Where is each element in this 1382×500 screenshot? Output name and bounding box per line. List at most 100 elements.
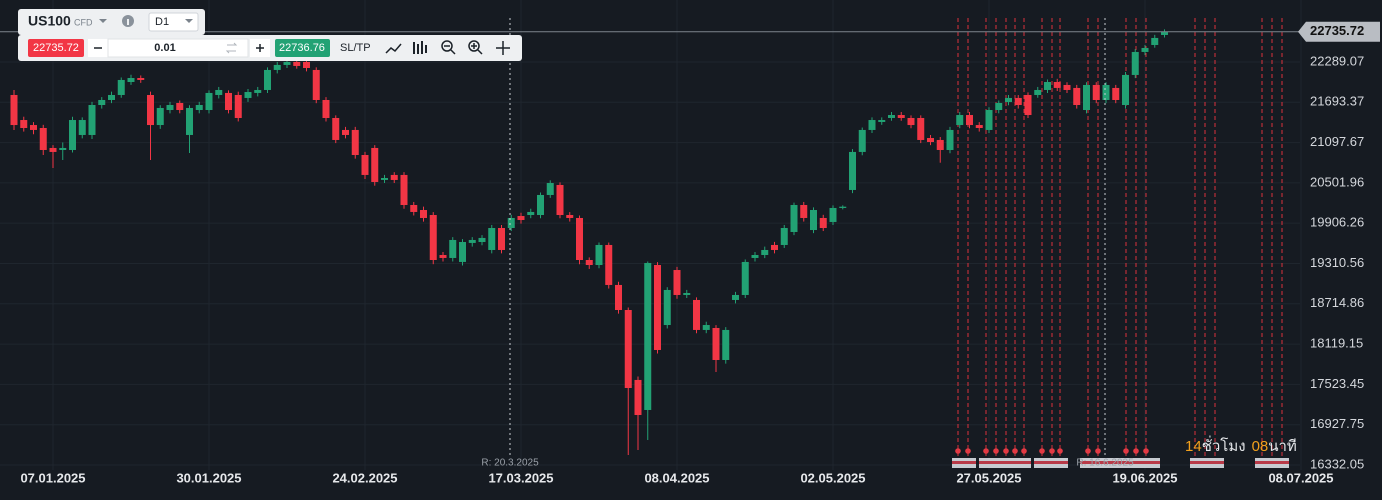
candle-body (1034, 89, 1042, 95)
candle-body (49, 147, 57, 152)
candle-body (410, 204, 418, 212)
candle-body (30, 125, 37, 130)
candle-body (1024, 94, 1032, 116)
candle-body (264, 69, 271, 90)
candle-body (712, 327, 720, 360)
plus-glyph (256, 44, 264, 52)
zoom-in-icon[interactable] (468, 40, 480, 52)
candle-body (849, 151, 856, 190)
line-chart-icon[interactable] (385, 43, 402, 54)
candle-body (69, 120, 76, 150)
candle-body (644, 262, 652, 410)
candle-body (1151, 37, 1159, 45)
timeframe-dropdown (185, 19, 193, 23)
volume-input[interactable] (107, 38, 249, 58)
candle-body (127, 78, 135, 82)
candle-body (800, 204, 808, 218)
countdown-hours-unit: ชั่วโมง (1202, 435, 1246, 455)
candle-body (888, 115, 895, 118)
symbol-dropdown[interactable] (99, 19, 107, 23)
candle-body (293, 61, 301, 66)
candle-body (595, 244, 603, 266)
candle-body (1122, 74, 1129, 106)
sell-price: 22735.72 (33, 42, 79, 54)
candle-body (966, 115, 973, 126)
candle-body (215, 89, 223, 95)
event-dot (1049, 448, 1055, 454)
candle-body (556, 184, 564, 216)
range-label: R: 16.6.2025 (1076, 458, 1134, 469)
event-flags-stripe (1190, 461, 1224, 464)
candle-body (78, 120, 86, 135)
candle-body (819, 217, 827, 228)
x-tick-label: 30.01.2025 (176, 470, 241, 485)
swap-icon[interactable] (225, 42, 238, 54)
candle-body (810, 210, 817, 231)
candle-body (1073, 87, 1081, 106)
event-flags-stripe (1080, 461, 1160, 464)
event-dot (1021, 448, 1027, 454)
y-tick-label: 22289.07 (1310, 53, 1364, 68)
candle-body (878, 120, 886, 122)
event-dot (1003, 448, 1009, 454)
candle-body (449, 239, 457, 258)
sell-button[interactable] (28, 39, 84, 57)
candle-body (624, 309, 632, 389)
candle-body (985, 110, 993, 130)
event-dot (1095, 448, 1101, 454)
candle-body (722, 329, 730, 360)
y-tick-label: 20501.96 (1310, 174, 1364, 189)
timeframe-select[interactable] (148, 12, 199, 32)
last-price-tag (1298, 21, 1380, 42)
candle-body (88, 105, 96, 135)
candle-body (995, 102, 1003, 111)
y-tick-label: 18714.86 (1310, 295, 1364, 310)
candle-body (225, 92, 232, 111)
range-label: R: 20.3.2025 (481, 458, 539, 469)
candle-body (98, 99, 106, 106)
candle-body (507, 217, 515, 228)
candle-body (936, 139, 944, 150)
y-tick-label: 21693.37 (1310, 94, 1364, 109)
pan-icon[interactable] (496, 41, 510, 55)
candle-body (702, 325, 710, 330)
candle-body (546, 183, 554, 195)
x-tick-label: 07.01.2025 (20, 470, 85, 485)
symbol[interactable]: US100 (28, 13, 71, 29)
x-tick-label: 24.02.2025 (332, 470, 397, 485)
candle-body (566, 215, 574, 218)
candle-body (468, 239, 476, 243)
volume: 0.01 (154, 42, 175, 54)
candle-body (683, 293, 691, 295)
candle-chart-icon[interactable] (413, 41, 427, 54)
candle-body (439, 254, 447, 258)
countdown: 14ชั่วโมง 08นาที (1185, 435, 1297, 455)
candle-body (488, 227, 496, 250)
candle-body (1102, 84, 1110, 100)
countdown-minutes-unit: นาที (1268, 438, 1297, 455)
sltp-button[interactable]: SL/TP (340, 42, 371, 54)
candle-body (459, 242, 466, 262)
zoom-out-icon[interactable] (441, 40, 453, 52)
candle-body (917, 117, 925, 140)
candle-body (1131, 51, 1139, 75)
candle-body (117, 79, 125, 95)
candle-body (147, 94, 154, 126)
candle-body (312, 69, 320, 100)
countdown-hours: 14 (1185, 438, 1202, 455)
event-dot (1057, 448, 1063, 454)
candle-body (176, 102, 184, 111)
candle-body (1141, 47, 1149, 52)
candle-body (1014, 97, 1022, 106)
event-dot (983, 448, 989, 454)
event-dot (1143, 448, 1149, 454)
candle-body (654, 265, 661, 350)
candle-body (498, 227, 505, 250)
candle-body (10, 94, 18, 126)
candle-body (956, 115, 964, 126)
candle-body (1161, 31, 1168, 35)
candle-body (927, 138, 934, 143)
candle-body (585, 259, 593, 266)
buy-button[interactable] (275, 39, 330, 57)
symbol-kind: CFD (74, 17, 93, 27)
